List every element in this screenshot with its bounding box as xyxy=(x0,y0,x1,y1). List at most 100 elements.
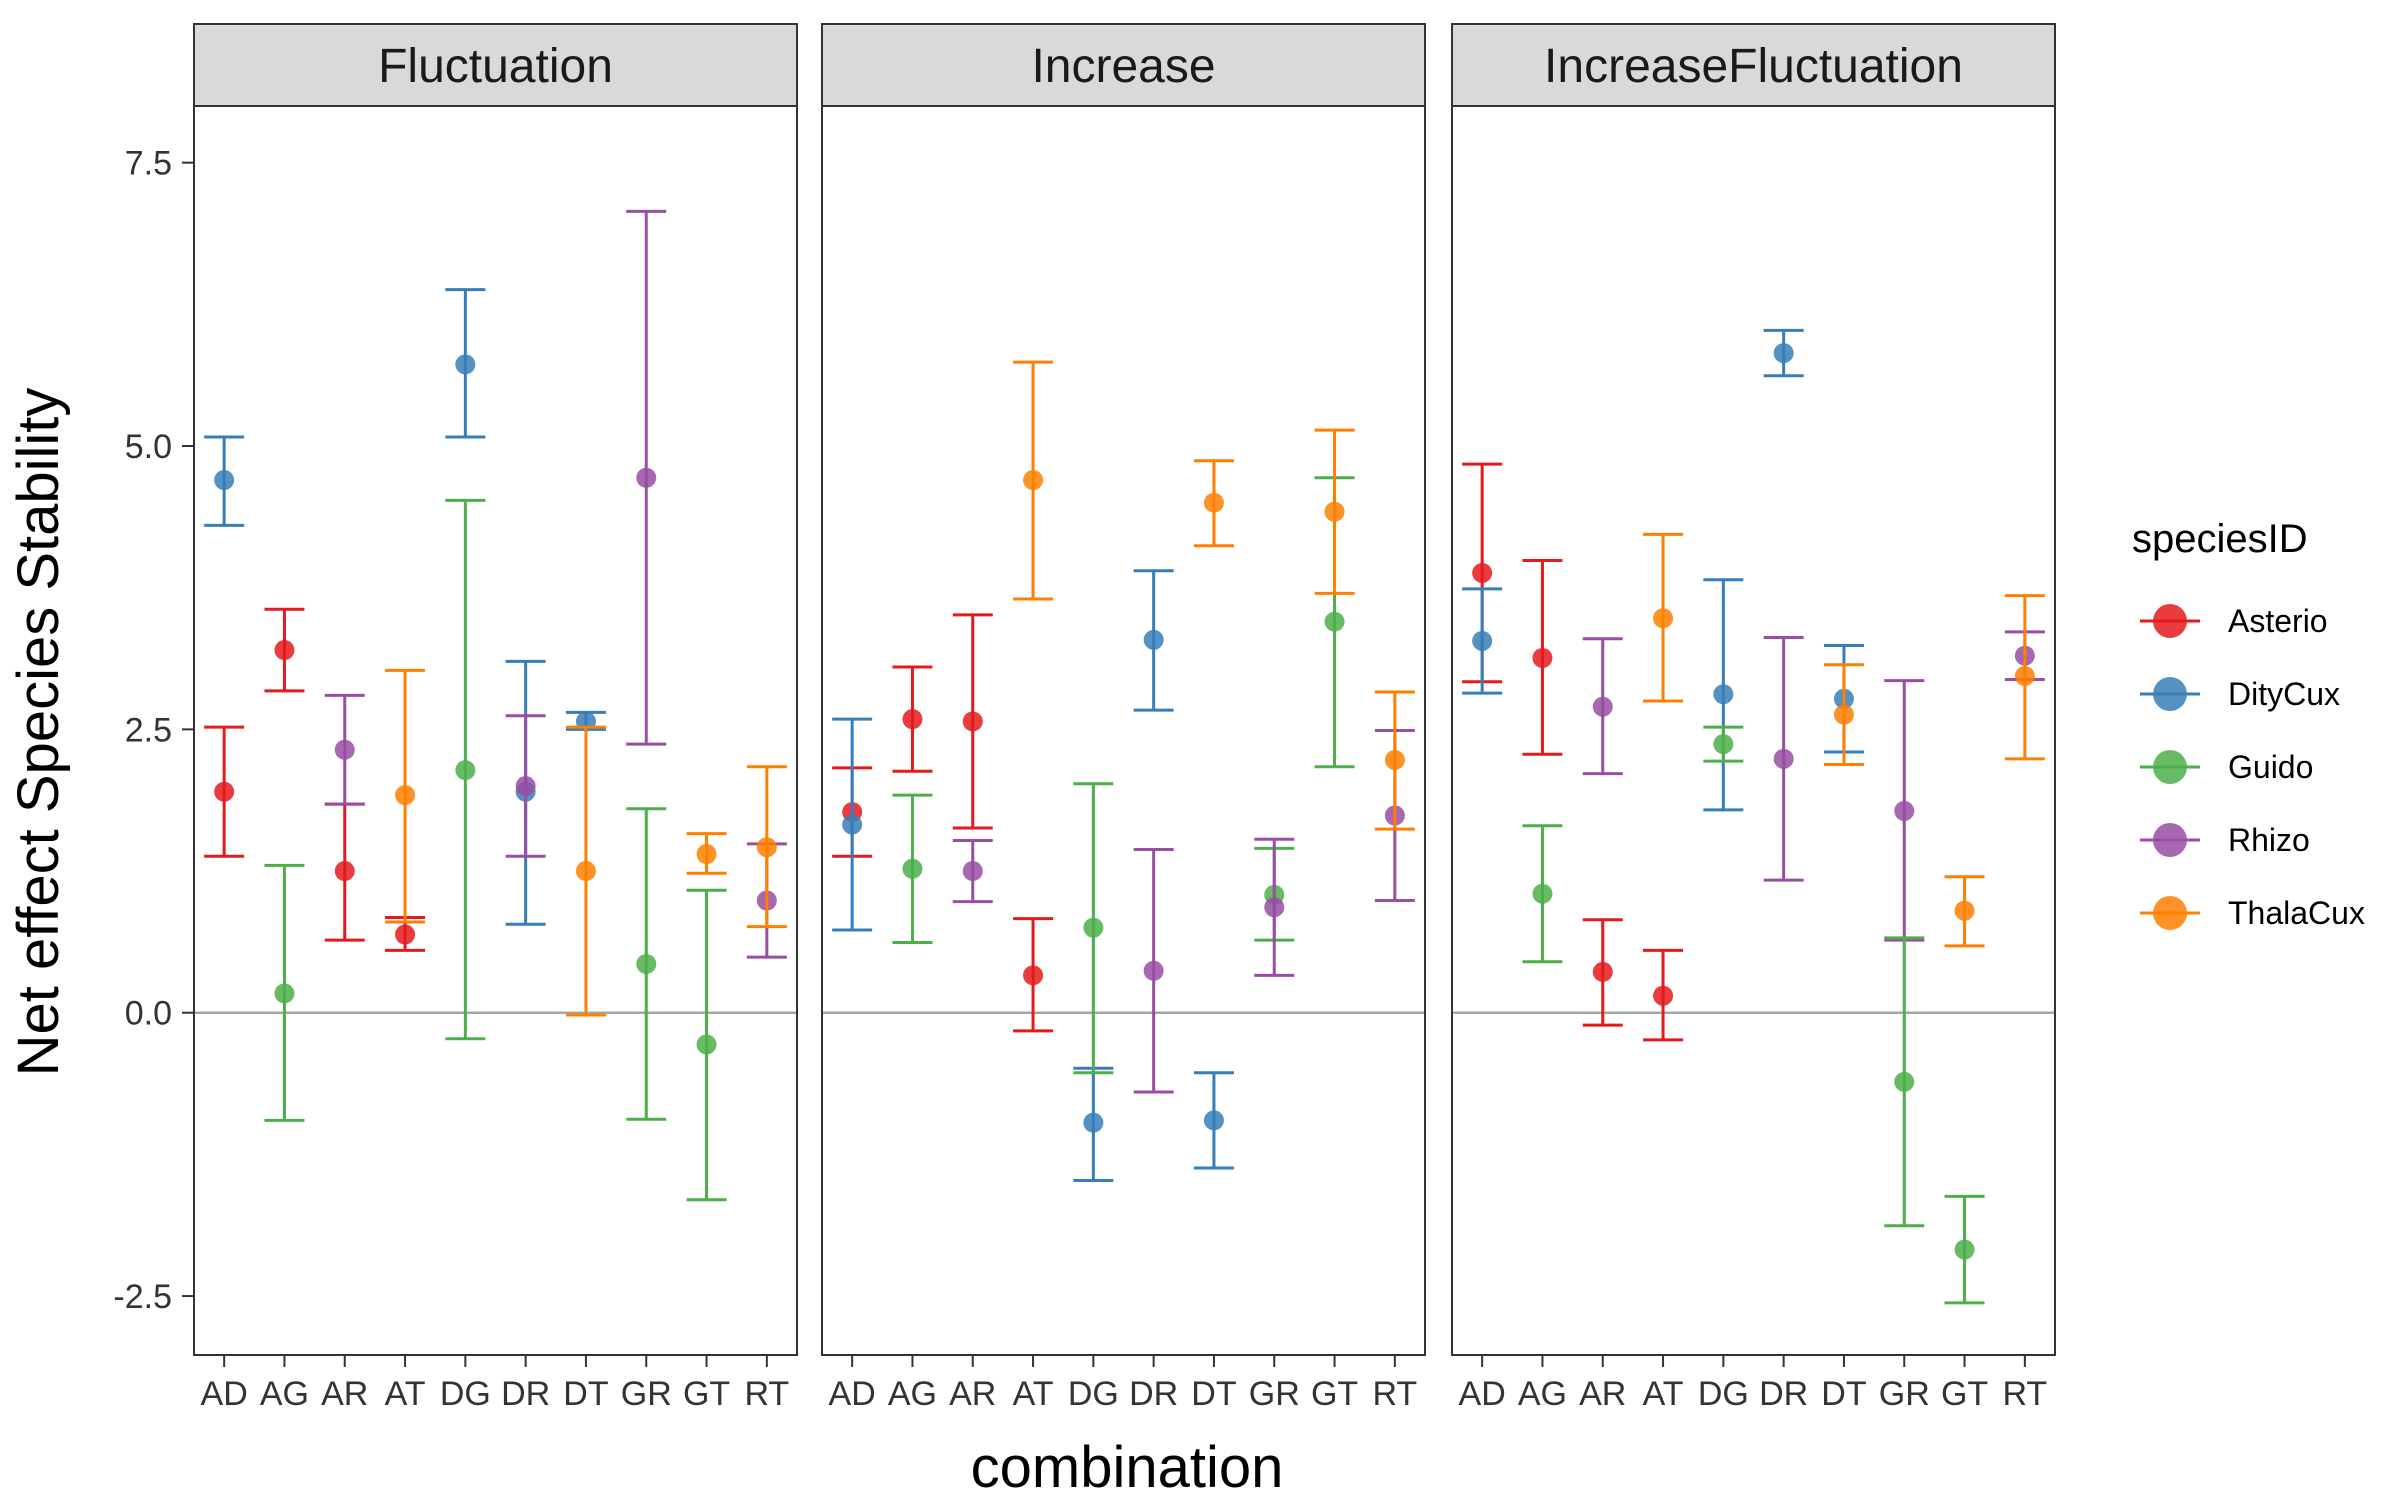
data-point-asterio-at xyxy=(1023,965,1044,986)
facet-strip-label: IncreaseFluctuation xyxy=(1544,40,1963,93)
error-bar-asterio-ar xyxy=(952,613,993,830)
error-bar-rhizo-ar xyxy=(1582,637,1623,776)
error-bar-asterio-ag xyxy=(1522,558,1563,756)
data-point-guido-gt xyxy=(696,1034,717,1055)
x-tick-label: RT xyxy=(744,1375,789,1413)
error-bar-guido-gr xyxy=(626,807,667,1121)
error-bar-rhizo-gr xyxy=(1254,837,1295,977)
data-point-guido-ag xyxy=(1532,883,1553,904)
error-bar-rhizo-dr xyxy=(1133,848,1174,1094)
data-point-rhizo-ar xyxy=(334,739,355,760)
error-bar-thalacux-rt xyxy=(746,765,787,929)
x-tick-label: AD xyxy=(1459,1375,1506,1413)
x-tick-label: AG xyxy=(1518,1375,1567,1413)
x-tick-label: AR xyxy=(1579,1375,1626,1413)
error-bar-ditycux-dg xyxy=(1703,578,1744,812)
legend-label: DityCux xyxy=(2228,676,2340,712)
data-point-rhizo-dr xyxy=(515,776,536,797)
error-bar-thalacux-gt xyxy=(1944,875,1985,948)
legend-label: Asterio xyxy=(2228,603,2328,639)
data-point-guido-dg xyxy=(1083,917,1104,938)
y-tick-label: 5.0 xyxy=(125,428,172,466)
data-point-ditycux-ad xyxy=(842,814,863,835)
error-bar-asterio-at xyxy=(1643,948,1684,1042)
error-bar-thalacux-dt xyxy=(1823,663,1864,767)
x-tick-label: AT xyxy=(385,1375,426,1413)
y-axis: -2.5 0.0 2.5 5.0 7.5 xyxy=(113,145,194,1316)
data-point-ditycux-dg xyxy=(1083,1112,1104,1133)
error-bar-thalacux-gt xyxy=(1314,428,1355,595)
data-point-thalacux-at xyxy=(1023,470,1044,491)
x-tick-label: GR xyxy=(621,1375,672,1413)
data-point-thalacux-at xyxy=(395,785,416,806)
data-point-guido-dg xyxy=(1713,734,1734,755)
data-point-thalacux-dt xyxy=(575,861,596,882)
legend-key-point xyxy=(2153,677,2187,711)
facet-strip-label: Increase xyxy=(1031,40,1215,93)
data-point-rhizo-gr xyxy=(1894,800,1915,821)
error-bar-asterio-ar xyxy=(1582,918,1623,1027)
x-tick-label: AT xyxy=(1643,1375,1684,1413)
error-bar-thalacux-dt xyxy=(1193,459,1234,548)
facet-panel-increase: Increase AD AG AR AT DG DR DT GR GT RT xyxy=(821,23,1426,1413)
error-bar-rhizo-gr xyxy=(626,209,667,746)
legend-label: ThalaCux xyxy=(2228,895,2365,931)
data-point-asterio-at xyxy=(395,924,416,945)
x-tick-label: DR xyxy=(1129,1375,1178,1413)
error-bar-guido-gt xyxy=(686,888,727,1202)
error-bar-rhizo-ar xyxy=(952,838,993,904)
data-point-rhizo-gr xyxy=(636,467,657,488)
error-bar-rhizo-dr xyxy=(505,714,546,858)
legend-key-point xyxy=(2153,896,2187,930)
error-bar-thalacux-at xyxy=(1643,532,1684,703)
x-tick-label: GT xyxy=(683,1375,730,1413)
legend-item-ditycux: DityCux xyxy=(2140,676,2340,712)
x-tick-label: GT xyxy=(1941,1375,1988,1413)
data-point-guido-gr xyxy=(636,953,657,974)
data-point-thalacux-at xyxy=(1653,608,1674,629)
error-bar-asterio-ag xyxy=(892,665,933,773)
error-bar-ditycux-dt xyxy=(1193,1071,1234,1170)
data-point-rhizo-dr xyxy=(1773,748,1794,769)
data-point-ditycux-dg xyxy=(1713,684,1734,705)
error-bar-ditycux-dr xyxy=(1763,328,1804,378)
x-tick-label: AR xyxy=(321,1375,368,1413)
error-bar-ditycux-dg xyxy=(445,288,486,439)
error-bar-guido-gr xyxy=(1884,936,1925,1228)
facet-panels: Fluctuation AD AG AR AT DG DR DT GR GT RT Increase A… xyxy=(193,23,2056,1413)
error-bar-thalacux-rt xyxy=(1374,690,1415,831)
x-tick-label: GR xyxy=(1879,1375,1930,1413)
x-tick-label: DG xyxy=(1698,1375,1749,1413)
error-bar-thalacux-at xyxy=(1013,360,1054,601)
data-point-thalacux-gt xyxy=(696,844,717,865)
error-bar-asterio-at xyxy=(1013,917,1054,1033)
data-point-asterio-ad xyxy=(214,781,235,802)
legend-label: Rhizo xyxy=(2228,822,2310,858)
x-tick-label: AT xyxy=(1013,1375,1054,1413)
x-tick-label: GR xyxy=(1249,1375,1300,1413)
data-point-ditycux-ad xyxy=(214,470,235,491)
error-bar-ditycux-dr xyxy=(1133,569,1174,712)
data-point-guido-ag xyxy=(274,983,295,1004)
error-bar-guido-gt xyxy=(1944,1194,1985,1305)
x-tick-label: GT xyxy=(1311,1375,1358,1413)
error-bar-thalacux-gt xyxy=(686,832,727,875)
x-tick-label: RT xyxy=(1372,1375,1417,1413)
y-axis-title: Net effect Species Stability xyxy=(6,388,71,1077)
data-point-rhizo-dr xyxy=(1143,960,1164,981)
error-bar-guido-ag xyxy=(1522,824,1563,964)
error-bar-rhizo-ar xyxy=(324,693,365,806)
y-tick-label: -2.5 xyxy=(113,1278,172,1316)
data-point-ditycux-dt xyxy=(1203,1110,1224,1131)
x-axis-title: combination xyxy=(971,1435,1284,1500)
data-point-ditycux-dr xyxy=(1773,343,1794,364)
data-point-guido-ag xyxy=(902,858,923,879)
facet-panel-fluctuation: Fluctuation AD AG AR AT DG DR DT GR GT RT xyxy=(193,23,798,1413)
error-bar-guido-ag xyxy=(892,793,933,944)
x-tick-label: DT xyxy=(1821,1375,1866,1413)
data-point-thalacux-dt xyxy=(1203,492,1224,513)
data-point-thalacux-gt xyxy=(1324,501,1345,522)
data-point-asterio-ar xyxy=(334,861,355,882)
y-tick-label: 7.5 xyxy=(125,145,172,183)
error-bar-thalacux-rt xyxy=(2004,594,2045,761)
